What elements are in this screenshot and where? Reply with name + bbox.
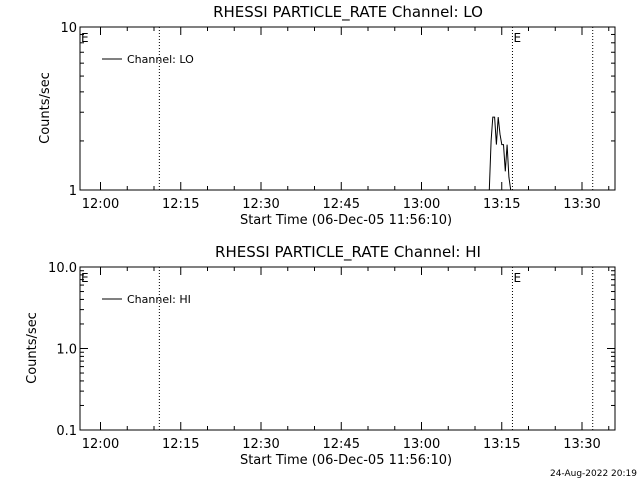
x-tick-label: 12:00 (82, 437, 119, 452)
x-tick-label: 13:00 (403, 437, 440, 452)
x-tick-label: 13:15 (483, 437, 520, 452)
event-marker-label: E (513, 271, 521, 285)
event-marker-label: E (81, 271, 89, 285)
x-tick-label: 13:15 (483, 197, 520, 212)
event-marker-label: E (81, 31, 89, 45)
series-line (485, 116, 513, 191)
plot-frame-lo (79, 26, 616, 191)
y-axis-lo: 1 10 (60, 21, 615, 199)
plot-frame-hi (79, 266, 616, 431)
x-axis-label-lo: Start Time (06-Dec-05 11:56:10) (240, 213, 452, 228)
y-axis-label-hi: Counts/sec (25, 312, 40, 384)
y-tick-label: 1 (69, 184, 77, 199)
x-axis-label-hi: Start Time (06-Dec-05 11:56:10) (240, 453, 452, 468)
event-marker-label: E (513, 31, 521, 45)
x-tick-label: 12:45 (323, 437, 360, 452)
x-tick-label: 12:45 (323, 197, 360, 212)
x-tick-label: 12:00 (82, 197, 119, 212)
x-tick-label: 12:15 (162, 197, 199, 212)
chart-panel-lo: RHESSI PARTICLE_RATE Channel: LO 1 10 12:… (38, 3, 616, 228)
y-tick-label: 10.0 (48, 261, 77, 276)
x-tick-label: 13:30 (563, 437, 600, 452)
footer-timestamp: 24-Aug-2022 20:19 (550, 469, 637, 479)
x-tick-label: 12:30 (242, 437, 279, 452)
y-tick-label: 1.0 (56, 343, 77, 358)
y-tick-label: 10 (60, 21, 77, 36)
x-tick-label: 12:30 (242, 197, 279, 212)
x-tick-label: 13:30 (563, 197, 600, 212)
x-axis-lo: 12:00 12:15 12:30 12:45 13:00 13:15 13:30 (82, 27, 610, 212)
legend-label-hi: Channel: HI (127, 293, 191, 306)
chart-title-lo: RHESSI PARTICLE_RATE Channel: LO (213, 3, 483, 22)
x-axis-hi: 12:00 12:15 12:30 12:45 13:00 13:15 13:30 (82, 267, 610, 452)
y-axis-hi: 0.1 1.0 10.0 (48, 261, 615, 439)
y-tick-label: 0.1 (56, 424, 77, 439)
x-tick-label: 13:00 (403, 197, 440, 212)
vertical-markers-lo (158, 27, 594, 190)
chart-title-hi: RHESSI PARTICLE_RATE Channel: HI (215, 243, 481, 262)
legend-label-lo: Channel: LO (127, 53, 194, 66)
y-axis-label-lo: Counts/sec (38, 72, 53, 144)
vertical-markers-hi (158, 267, 594, 430)
x-tick-label: 12:15 (162, 437, 199, 452)
chart-panel-hi: RHESSI PARTICLE_RATE Channel: HI 0.1 1.0 1… (25, 243, 616, 468)
series-lo (485, 116, 513, 191)
